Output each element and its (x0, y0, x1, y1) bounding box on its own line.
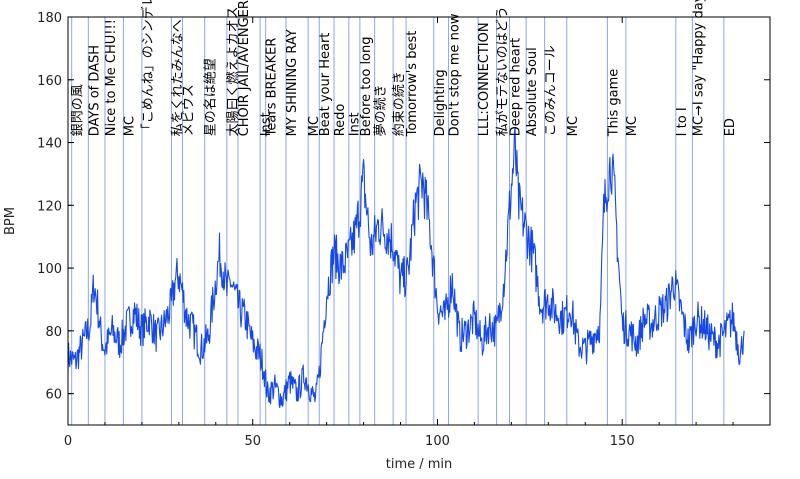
song-label: 星の名は絶望 (203, 58, 219, 136)
y-axis-title: BPM (3, 207, 18, 235)
y-tick-label: 160 (37, 74, 62, 89)
x-tick-label: 0 (64, 434, 72, 449)
y-tick-label: 60 (45, 388, 62, 403)
song-label: Tomorrow's best (405, 31, 420, 138)
song-label: メビウス (181, 84, 196, 136)
song-label: 「こめんね」のシンデレ (140, 0, 156, 136)
song-labels: 銀閃の風 DAYS of DASH Nice to Me CHU!!! MC 「こめんね… (71, 0, 738, 137)
song-label: LLL:CONNECTION (477, 22, 492, 136)
x-tick-label: 100 (425, 434, 450, 449)
song-label: DAYS of DASH (87, 45, 102, 136)
song-label: Tears BREAKER (265, 38, 280, 138)
song-label: Beat your Heart (318, 33, 333, 137)
song-label: Nice to Me CHU!!! (104, 19, 119, 136)
song-label: CHOIR JAIL/AVENGER (237, 0, 252, 136)
y-tick-label: 180 (37, 11, 62, 26)
song-label: 夢の続き (374, 84, 389, 136)
x-tick-label: 150 (610, 434, 635, 449)
y-tick-label: 100 (37, 262, 62, 277)
x-tick-label: 50 (244, 434, 261, 449)
x-axis: 0 50 100 150 (64, 17, 734, 449)
y-tick-label: 140 (37, 137, 62, 152)
y-tick-label: 120 (37, 199, 62, 214)
song-label: MC (625, 116, 640, 136)
song-label: Delighting (433, 69, 448, 136)
plot-frame (67, 16, 771, 426)
song-label: This game (606, 69, 621, 138)
song-label: MC→I say "Happy day!" (691, 0, 706, 136)
song-label: このみんコール (544, 45, 559, 136)
song-label: Redo (333, 104, 348, 137)
song-label: Before too long (359, 36, 374, 136)
song-label: Don't stop me now (448, 13, 463, 136)
song-label: Absolute Soul (525, 47, 540, 136)
song-label: 太陽曰く燃えよカオス (225, 6, 241, 136)
y-axis: 60 80 100 120 140 160 180 (37, 11, 770, 403)
song-label: 銀閃の風 (71, 84, 86, 136)
song-label: 私がモテないのはどう (496, 6, 511, 136)
bpm-series (67, 126, 745, 409)
song-label: MY SHINING RAY (285, 29, 300, 136)
song-label: 約束の続き (392, 71, 407, 136)
song-label: 私をくれたみんなへ (170, 19, 185, 136)
song-label: MC (122, 116, 137, 136)
song-label: I to I (675, 107, 690, 136)
song-label: MC (566, 116, 581, 136)
song-label: Deep red heart (508, 38, 523, 136)
bpm-line (67, 126, 745, 409)
song-label: Inst (348, 112, 363, 136)
x-axis-title: time / min (386, 457, 453, 472)
song-label: Inst (259, 112, 274, 136)
song-label: MC (307, 116, 322, 136)
y-tick-label: 80 (45, 325, 62, 340)
song-label: ED (723, 118, 738, 136)
